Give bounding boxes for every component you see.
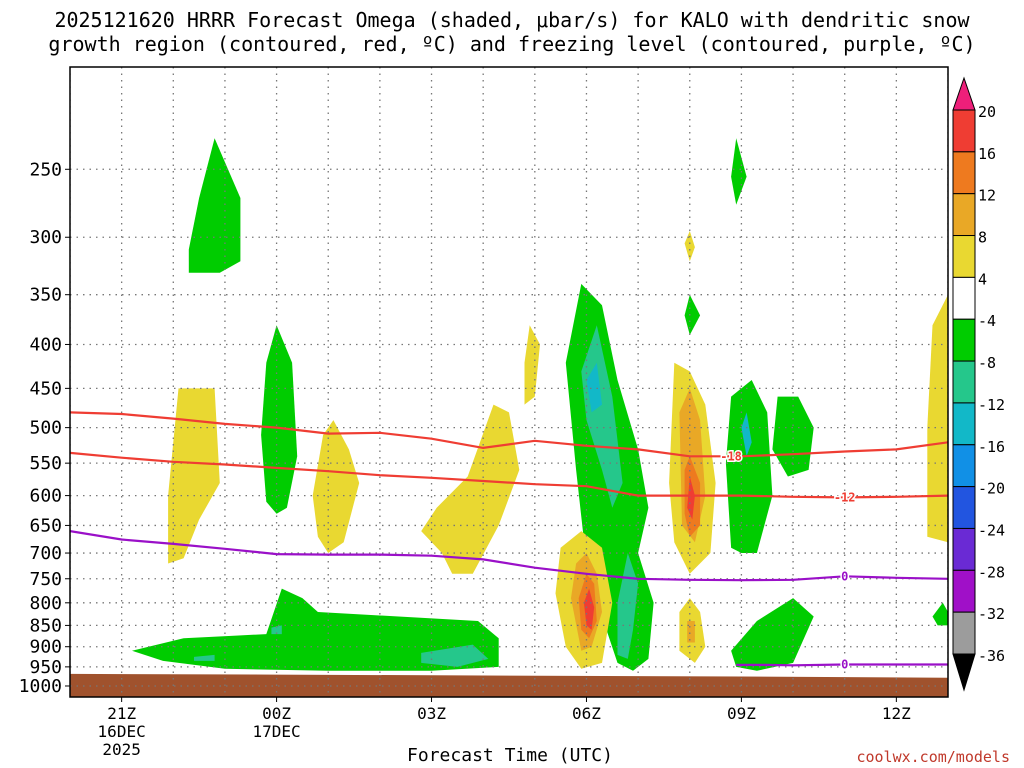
omega-region-2 bbox=[261, 325, 298, 514]
y-tick-label-950: 950 bbox=[29, 657, 62, 678]
y-tick-label-900: 900 bbox=[29, 637, 62, 658]
colorbar-bottom-arrow bbox=[952, 653, 976, 692]
omega-region-12 bbox=[586, 362, 602, 413]
colorbar-box-5 bbox=[952, 276, 976, 320]
omega-region-23 bbox=[687, 621, 695, 643]
y-tick-label-450: 450 bbox=[29, 378, 62, 399]
colorbar-label-10: -24 bbox=[978, 521, 1005, 539]
contour-label--18: -18 bbox=[720, 449, 742, 463]
colorbar-box-10 bbox=[952, 486, 976, 529]
omega-region-7 bbox=[421, 644, 489, 667]
colorbar-label-0: 20 bbox=[978, 103, 996, 121]
colorbar-label-1: 16 bbox=[978, 145, 996, 163]
colorbar-box-11 bbox=[952, 527, 976, 571]
y-tick-label-850: 850 bbox=[29, 615, 62, 636]
omega-region-28 bbox=[741, 412, 752, 457]
colorbar-box-6 bbox=[952, 318, 976, 362]
y-tick-label-600: 600 bbox=[29, 486, 62, 507]
omega-region-32 bbox=[932, 602, 948, 626]
omega-region-8 bbox=[194, 654, 215, 661]
colorbar-top-arrow bbox=[952, 76, 976, 111]
y-tick-label-750: 750 bbox=[29, 569, 62, 590]
credit-text: coolwx.com/models bbox=[856, 748, 1010, 766]
colorbar-label-9: -20 bbox=[978, 480, 1005, 498]
omega-region-29 bbox=[772, 396, 814, 477]
colorbar-label-12: -32 bbox=[978, 605, 1005, 623]
contour-label--12: -12 bbox=[834, 490, 856, 504]
y-tick-label-650: 650 bbox=[29, 515, 62, 536]
contour-0-upper bbox=[70, 530, 948, 582]
omega-region-30 bbox=[731, 598, 814, 671]
x-tick-label-12Z: 12Z bbox=[882, 704, 911, 723]
y-tick-label-550: 550 bbox=[29, 453, 62, 474]
omega-region-26 bbox=[731, 138, 747, 205]
colorbar-label-6: -8 bbox=[978, 354, 996, 372]
plot-area: -18 -12 0 0 bbox=[70, 67, 948, 697]
omega-region-4 bbox=[421, 404, 520, 574]
colorbar-box-3 bbox=[952, 193, 976, 237]
colorbar-box-9 bbox=[952, 444, 976, 488]
contour-label-0-lower: 0 bbox=[841, 658, 848, 672]
x-tick-date-21Z: 16DEC bbox=[98, 722, 146, 741]
y-tick-label-800: 800 bbox=[29, 593, 62, 614]
omega-region-11 bbox=[581, 325, 623, 508]
colorbar-box-4 bbox=[952, 235, 976, 278]
colorbar-label-3: 8 bbox=[978, 229, 987, 247]
x-tick-label-06Z: 06Z bbox=[572, 704, 601, 723]
x-tick-label-09Z: 09Z bbox=[727, 704, 756, 723]
colorbar-box-2 bbox=[952, 151, 976, 195]
colorbar-label-11: -28 bbox=[978, 563, 1005, 581]
y-tick-label-300: 300 bbox=[29, 227, 62, 248]
omega-region-13 bbox=[617, 553, 639, 659]
omega-region-6 bbox=[132, 588, 499, 671]
x-axis-label: Forecast Time (UTC) bbox=[407, 745, 613, 766]
plot-frame bbox=[69, 66, 949, 698]
colorbar-box-8 bbox=[952, 402, 976, 446]
omega-region-31 bbox=[927, 294, 948, 543]
omega-region-5 bbox=[524, 325, 540, 405]
omega-region-9 bbox=[271, 625, 282, 635]
x-tick-label-21Z: 21Z bbox=[107, 704, 136, 723]
omega-region-21 bbox=[687, 476, 695, 520]
y-tick-label-350: 350 bbox=[29, 285, 62, 306]
colorbar-box-7 bbox=[952, 360, 976, 404]
y-tick-label-1000: 1000 bbox=[19, 676, 62, 697]
omega-region-0 bbox=[188, 138, 241, 273]
x-tick-date-00Z: 17DEC bbox=[253, 722, 301, 741]
terrain-fill bbox=[70, 673, 948, 697]
omega-region-3 bbox=[312, 420, 360, 553]
omega-region-24 bbox=[684, 231, 695, 262]
contour--18 bbox=[70, 411, 948, 458]
colorbar-label-5: -4 bbox=[978, 312, 996, 330]
y-tick-label-700: 700 bbox=[29, 543, 62, 564]
omega-region-25 bbox=[684, 294, 701, 335]
colorbar-box-13 bbox=[952, 611, 976, 655]
colorbar-label-7: -12 bbox=[978, 396, 1005, 414]
x-tick-label-03Z: 03Z bbox=[417, 704, 446, 723]
colorbar-label-4: 4 bbox=[978, 270, 987, 288]
x-tick-label-00Z: 00Z bbox=[262, 704, 291, 723]
y-tick-label-250: 250 bbox=[29, 159, 62, 180]
contour-0-lower bbox=[736, 663, 948, 667]
omega-region-1 bbox=[168, 388, 220, 564]
colorbar-label-13: -36 bbox=[978, 647, 1005, 665]
chart-title-line-2: growth region (contoured, red, ºC) and f… bbox=[48, 32, 976, 56]
colorbar-label-8: -16 bbox=[978, 438, 1005, 456]
omega-region-27 bbox=[725, 380, 773, 553]
chart-title-line-1: 2025121620 HRRR Forecast Omega (shaded, … bbox=[54, 8, 970, 32]
colorbar-box-1 bbox=[952, 109, 976, 153]
colorbar-box-12 bbox=[952, 569, 976, 613]
y-tick-label-400: 400 bbox=[29, 334, 62, 355]
x-tick-year-21Z: 2025 bbox=[102, 740, 141, 759]
colorbar-label-2: 12 bbox=[978, 187, 996, 205]
contour-label-0-upper: 0 bbox=[841, 569, 848, 583]
y-tick-label-500: 500 bbox=[29, 418, 62, 439]
contour--12 bbox=[70, 451, 948, 499]
